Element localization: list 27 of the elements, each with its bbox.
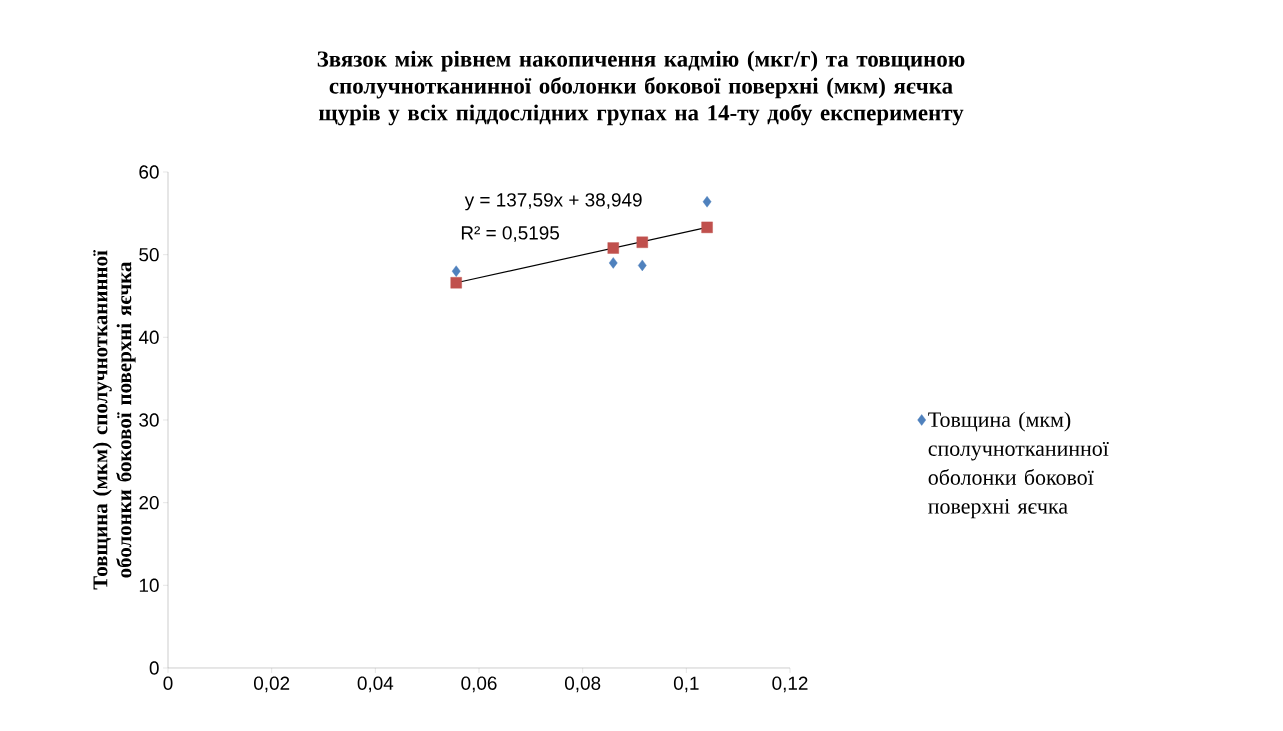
y-tick-label: 30 [139,413,159,427]
point [451,265,461,277]
x-tick-label: 0,12 [772,676,808,693]
annotation: y = 137,59x + 38,949 [464,193,642,211]
y-tick-label: 20 [139,495,159,510]
point [608,257,618,269]
chart-title: Звязок між рівнем накопичення кадмію (мкг/г) та товщиною сполучнотканинної оболонки бокової поверхні (мкм) яєчка щурів у всіх піддослідних групах на 14-ту добу експерименту [317,50,965,126]
y-tick-label: 60 [139,165,159,179]
y-tick-label: 50 [139,247,159,262]
x-tick-label: 0 [163,676,173,690]
annotation: R² = 0,5195 [461,226,560,242]
y-axis-title: Товщина (мкм) сполучнотканинної оболонки бокової поверхні яєчка [92,250,136,590]
point [636,236,648,248]
legend-label: Товщина (мкм) сполучнотканинної оболонки бокової поверхні яєчка [928,411,1109,519]
point [637,259,647,272]
x-tick-label: 0,02 [253,676,290,693]
point [450,277,462,289]
point [702,196,712,208]
x-tick-label: 0,1 [673,676,699,693]
x-tick-label: 0,04 [357,676,394,693]
x-tick-label: 0,08 [564,676,601,693]
point [607,242,619,254]
y-tick-label: 0 [149,661,159,675]
x-tick-label: 0,06 [461,676,497,693]
point [701,221,713,234]
y-tick-label: 10 [139,578,159,593]
y-tick-label: 40 [138,330,159,345]
